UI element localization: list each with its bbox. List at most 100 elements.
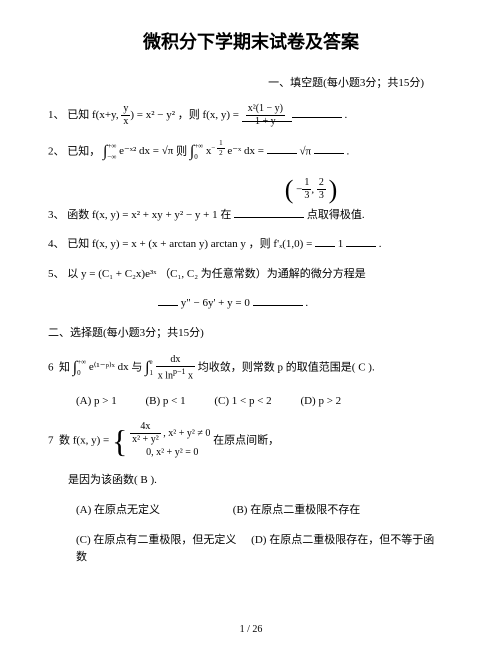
q3-eq: f(x, y) = x² + xy + y² − y + 1 [92,209,218,221]
q6-ans: C [358,361,365,373]
q5-blank2 [253,295,303,306]
q5: 5、 以 y = (C₁ + C₂x)e³ˣ （C₁, C₂ 为任意常数）为通解… [48,266,454,284]
q2-num: 2、 [48,145,65,157]
page-number: 1 / 26 [0,624,502,635]
q2-ans: √π [299,145,311,157]
q6-and: 与 [131,361,145,373]
q6-opts: (A) p > 1 (B) p < 1 (C) 1 < p < 2 (D) p … [48,393,454,411]
q3-num: 3、 [48,209,65,221]
q2-mid: 则 [176,145,190,157]
q4-blank1 [315,236,335,247]
q2-blank1 [267,143,297,154]
q2-lim-bot: −∞ [107,152,116,163]
q1-eq1-rhs: ) = x² − y² [130,109,175,121]
q4-pre: 已知 [67,238,92,250]
integral-icon: ∫ [190,143,194,160]
q2-int1-body: e⁻ˣ² dx = √π [119,145,173,157]
q6-int2: ∫e1 dxx lnp−1 x [145,361,198,373]
q1-blank [292,107,342,118]
q4: 4、 已知 f(x, y) = x + (x + arctan y) arcta… [48,236,454,254]
q2: 2、 已知， ∫+∞−∞ e⁻ˣ² dx = √π 则 ∫+∞0 x− 12 e… [48,139,454,165]
q1-eq2-lhs: f(x, y) = [203,109,242,121]
q7-mid: 在原点间断， [213,435,279,447]
q5-mid: （C₁, C₂ 为任意常数）为通解的微分方程是 [159,268,366,280]
q3: 3、 函数 f(x, y) = x² + xy + y² − y + 1 在 点… [48,207,454,225]
q7-ans: B [140,474,147,486]
q1-mid: ，则 [178,109,203,121]
q1-frac-den: x [121,116,130,127]
doc-title: 微积分下学期末试卷及答案 [48,28,454,54]
section1-header: 一、填空题(每小题3分；共15分) [48,74,454,90]
q7-tc: , x² + y² ≠ 0 [163,428,210,439]
paren-l: ( [285,177,294,203]
q3-blank [234,207,304,218]
q5-tail: . [305,297,308,309]
section2-header: 二、选择题(每小题3分；共15分) [48,325,454,343]
q1: 1、 已知 f(x+y, yx) = x² − y² ，则 f(x, y) = … [48,104,454,127]
q4-tail: . [379,238,382,250]
q5-blank1 [158,295,178,306]
integral-icon: ∫ [103,143,107,160]
q2-blank2 [314,143,344,154]
q7-num: 7 [48,435,54,447]
q6-i2t: x [186,370,194,381]
q2-int2: ∫+∞0 x− 12 e⁻ˣ dx = [190,145,267,157]
q5-eq: y = (C₁ + C₂x)e³ˣ [81,268,156,280]
q1-eq1: f(x+y, yx) = x² − y² [92,109,178,121]
q6-l1b: 0 [77,368,86,379]
q6-i2n: dx [156,355,195,367]
q6-i2e: p−1 [173,367,186,376]
q4-eq: f(x, y) = x + (x + arctan y) arctan y [92,238,246,250]
q6-opt-d: (D) p > 2 [300,395,341,407]
q7-bot: 0, x² + y² = 0 [130,445,210,460]
q7-reason: 是因为该函数( [68,474,140,486]
q3-f1d: 3 [302,190,311,201]
q4-mid: ，则 [249,238,274,250]
q6-i2d: x ln [158,370,173,381]
q7-opts2: (C) 在原点有二重极限，但无定义 (D) 在原点二重极限存在，但不等于函数 [48,532,454,567]
q4-num: 4、 [48,238,65,250]
q1-pre: 已知 [67,109,92,121]
q6-int1: ∫+∞0 e⁽¹⁻ᵖ⁾ˣ dx [73,361,132,373]
q1-eq1-lhs: f(x+y, [92,109,121,121]
q6-mid: 均收敛，则常数 [198,361,278,373]
q7-piecewise: 4xx² + y² , x² + y² ≠ 0 0, x² + y² = 0 [130,422,210,460]
q2-exp-num: 1 [217,140,225,149]
q7-opt-c: (C) 在原点有二重极限，但无定义 [76,534,236,546]
q1-ans-den: 1 + y [246,116,285,127]
q7-tail: ). [151,474,157,486]
q1-ans-num: x²(1 − y) [246,104,285,116]
q6-opt-b: (B) p < 1 [145,395,185,407]
q3-f2d: 3 [317,190,326,201]
q3-f2n: 2 [317,178,326,190]
q5-pre: 以 [67,268,81,280]
q7-opts1: (A) 在原点无定义 (B) 在原点二重极限不存在 [48,502,454,520]
q7-opt-b: (B) 在原点二重极限不存在 [233,504,360,516]
q3-f1n: 1 [302,178,311,190]
q7: 7 数 f(x, y) = { 4xx² + y² , x² + y² ≠ 0 … [48,422,454,460]
integral-icon: ∫ [73,359,77,376]
q6-l2b: 1 [149,368,153,379]
q1-tail: . [345,109,348,121]
q7-reason-line: 是因为该函数( B ). [48,472,454,490]
q3-text: 函数 [67,209,92,221]
q6-opt-a: (A) p > 1 [76,395,117,407]
q7-lhs: f(x, y) = [73,435,112,447]
q2-lim-top: +∞ [107,141,116,152]
q6-l1t: +∞ [77,357,86,368]
q4-deriv: f'ₓ(1,0) = [273,238,312,250]
q1-frac-num: y [121,104,130,116]
q6-int1-body: e⁽¹⁻ᵖ⁾ˣ dx [89,361,129,373]
q7-tn: 4x [130,422,161,434]
q3-tail: 点取得极值. [307,209,365,221]
q6-tail2: ). [368,361,374,373]
q2-exp-den: 2 [217,149,225,157]
q6-tail: 的取值范围是( [286,361,358,373]
q6-pre: 知 [59,361,73,373]
q2-int2-body: e⁻ˣ dx = [227,145,264,157]
q3-mid: 在 [220,209,234,221]
q2-pre: 已知， [67,145,100,157]
q7-opt-a: (A) 在原点无定义 [76,504,160,516]
q4-ans: 1 [338,238,344,250]
q6-num: 6 [48,361,54,373]
